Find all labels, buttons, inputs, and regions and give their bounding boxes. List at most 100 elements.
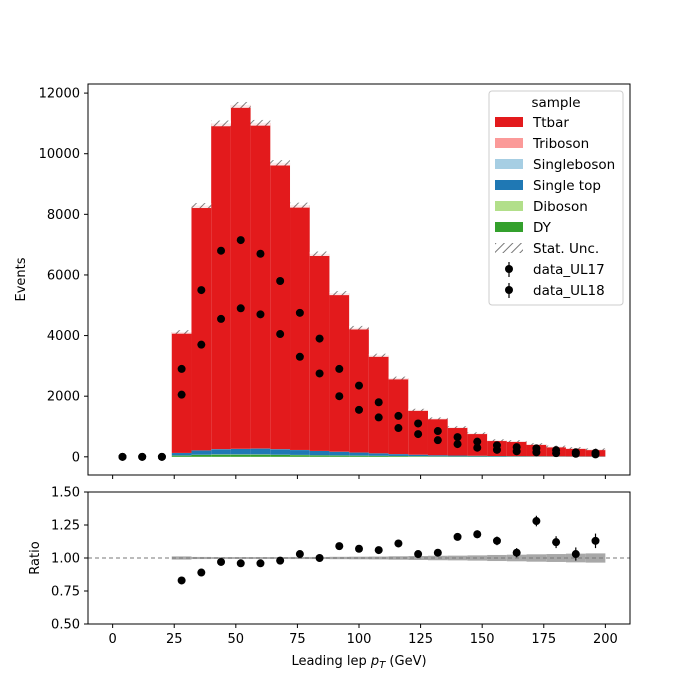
ratio-unc-band — [546, 554, 566, 562]
stat-unc-band — [211, 120, 231, 127]
ratio-unc-band — [349, 556, 369, 560]
legend-swatch — [495, 201, 523, 211]
y-tick-label: 10000 — [39, 147, 80, 162]
data-point-data-ul17 — [295, 308, 304, 317]
x-tick-label: 175 — [531, 632, 556, 647]
stat-unc-band — [230, 101, 251, 108]
x-tick-label: 200 — [593, 632, 618, 647]
x-tick-label: 150 — [470, 632, 495, 647]
ratio-point — [552, 538, 561, 547]
bar-single-top — [447, 455, 468, 457]
legend-label: DY — [533, 220, 552, 236]
stat-unc-band — [427, 417, 448, 420]
y-tick-label: 8000 — [47, 208, 80, 223]
legend-title: sample — [531, 95, 580, 111]
data-point-data-ul18 — [138, 452, 147, 461]
data-point-data-ul17 — [256, 249, 265, 258]
data-point-data-ul18 — [453, 440, 462, 449]
bar-ttbar — [211, 123, 231, 450]
bar-single-top — [467, 455, 488, 457]
y-axis-label: Events — [14, 257, 29, 301]
ratio-point — [591, 536, 600, 545]
x-axis-label: Leading lep pT (GeV) — [291, 654, 426, 671]
data-point-data-ul18 — [177, 390, 186, 399]
ratio-point — [453, 532, 462, 541]
data-point-data-ul18 — [571, 449, 580, 458]
legend-label: Stat. Unc. — [533, 241, 599, 257]
data-point-data-ul17 — [355, 381, 363, 390]
legend-marker — [505, 265, 513, 273]
ratio-y-tick-label: 1.50 — [51, 486, 80, 501]
ratio-point — [236, 559, 245, 568]
data-point-data-ul18 — [256, 310, 265, 319]
stat-unc-band — [270, 160, 291, 166]
legend-label: Single top — [533, 178, 601, 194]
ratio-point — [433, 548, 442, 557]
data-point-data-ul17 — [197, 286, 206, 295]
bar-dy — [250, 454, 271, 457]
data-point-data-ul17 — [335, 364, 344, 373]
y-tick-label: 4000 — [47, 329, 80, 344]
data-point-data-ul17 — [177, 364, 186, 373]
bar-ttbar — [349, 327, 369, 453]
x-axis-label-symbol: p — [370, 654, 379, 669]
data-point-data-ul18 — [276, 330, 285, 339]
x-tick-label: 50 — [228, 632, 245, 647]
data-point-data-ul17 — [374, 398, 383, 407]
main-plot-panel: 0 2000 4000 6000 8000 10000 12000 Events — [14, 83, 631, 479]
data-point-data-ul17 — [217, 246, 226, 255]
bar-dy — [309, 455, 330, 457]
legend-swatch — [495, 222, 523, 232]
x-tick-label: 0 — [108, 632, 116, 647]
data-point-data-ul17 — [276, 277, 285, 286]
stat-unc-band — [447, 426, 468, 429]
data-point-data-ul18 — [532, 448, 541, 457]
bar-single-top — [427, 455, 448, 457]
data-point-data-ul18 — [217, 314, 226, 323]
ratio-point — [295, 550, 304, 559]
ratio-point — [256, 559, 265, 568]
ratio-y-tick-label: 1.25 — [51, 519, 80, 534]
bar-single-top — [211, 449, 231, 455]
ratio-point — [374, 546, 383, 555]
data-point-data-ul18 — [157, 452, 166, 461]
bar-single-top — [487, 456, 507, 457]
ratio-y-tick-label: 0.50 — [51, 618, 80, 633]
ratio-y-tick-label: 1.00 — [51, 552, 80, 567]
data-point-data-ul17 — [414, 419, 423, 428]
x-axis-label-text: Leading lep — [291, 654, 370, 669]
bar-dy — [270, 454, 291, 457]
ratio-point — [197, 568, 206, 577]
data-point-data-ul18 — [374, 413, 383, 422]
y-tick-label: 0 — [72, 450, 80, 465]
bar-single-top — [171, 453, 192, 456]
ratio-point — [276, 556, 285, 565]
x-axis-label-unit: (GeV) — [385, 654, 426, 669]
stat-unc-band — [290, 202, 310, 208]
bar-single-top — [270, 449, 291, 455]
data-point-data-ul18 — [118, 452, 127, 461]
data-point-data-ul17 — [473, 437, 482, 446]
data-point-data-ul18 — [591, 450, 600, 459]
ratio-unc-band — [467, 555, 488, 561]
data-point-data-ul18 — [414, 430, 423, 439]
bar-ttbar — [270, 162, 291, 450]
legend-swatch — [495, 117, 523, 127]
bar-ttbar — [191, 205, 212, 451]
bar-dy — [171, 455, 192, 457]
data-point-data-ul17 — [433, 427, 442, 436]
stat-unc-band — [526, 443, 547, 445]
ratio-point — [217, 557, 226, 566]
stat-unc-band — [191, 203, 212, 209]
bar-single-top — [368, 453, 389, 456]
x-tick-label: 125 — [408, 632, 433, 647]
y-tick-label: 12000 — [39, 87, 80, 102]
ratio-plot-panel: 0.50 0.75 1.00 1.25 1.50 0 25 50 75 100 125 150 175 2… — [28, 486, 631, 671]
bar-single-top — [388, 454, 409, 456]
bar-dy — [408, 456, 428, 457]
ratio-point — [473, 530, 482, 539]
ratio-point — [571, 550, 580, 559]
data-point-data-ul17 — [315, 334, 324, 343]
data-point-data-ul18 — [394, 424, 403, 433]
stat-unc-band — [506, 440, 527, 442]
